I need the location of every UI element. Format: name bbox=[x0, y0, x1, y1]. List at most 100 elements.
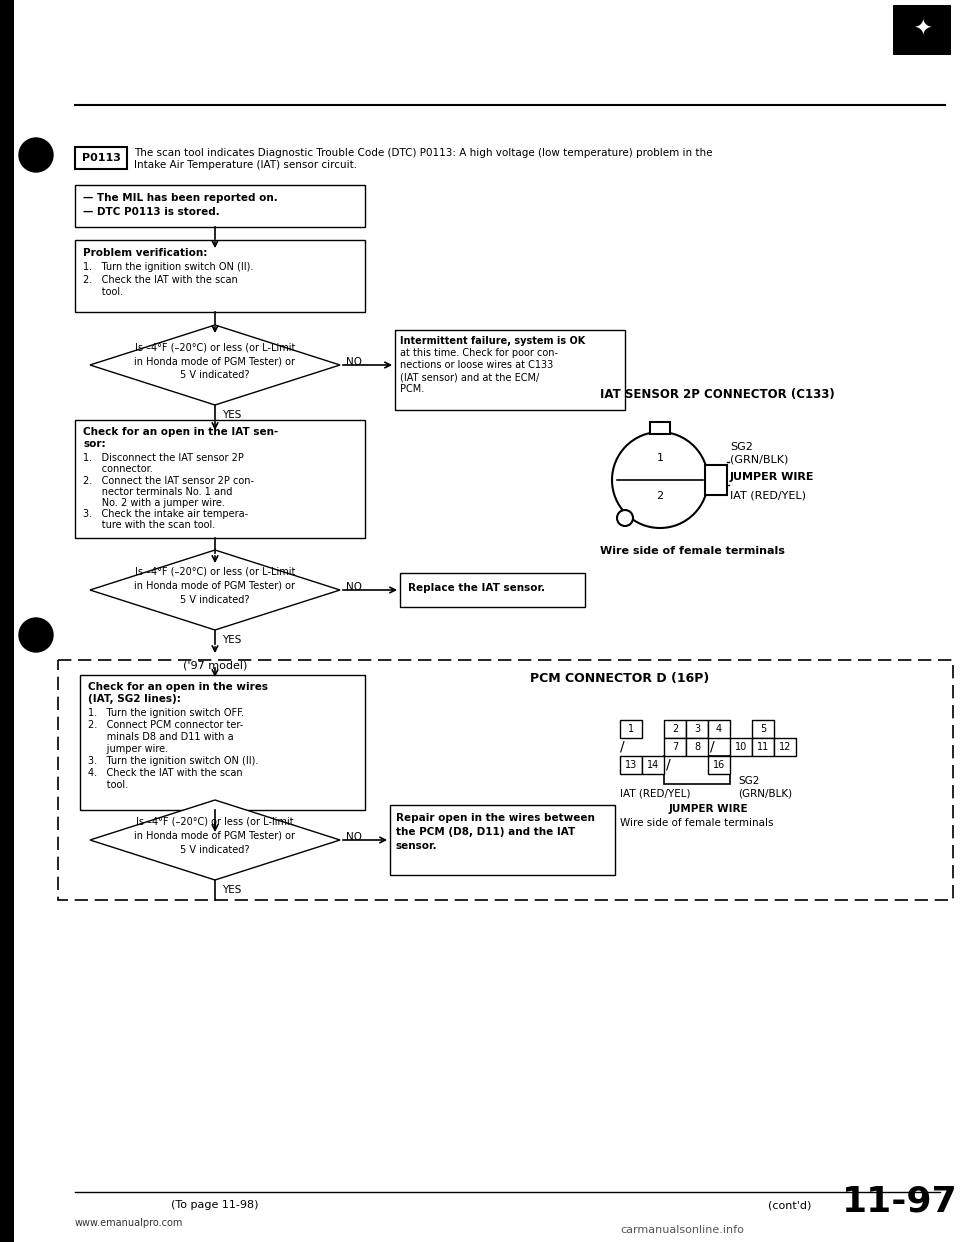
Text: (cont'd): (cont'd) bbox=[768, 1200, 812, 1210]
Bar bbox=[752, 720, 774, 738]
Text: 2.   Check the IAT with the scan: 2. Check the IAT with the scan bbox=[83, 274, 238, 284]
Circle shape bbox=[617, 510, 633, 527]
Text: 2: 2 bbox=[672, 724, 678, 734]
Text: ('97 model): ('97 model) bbox=[182, 660, 247, 669]
Text: ✦: ✦ bbox=[913, 20, 931, 40]
Text: IAT SENSOR 2P CONNECTOR (C133): IAT SENSOR 2P CONNECTOR (C133) bbox=[600, 388, 835, 401]
Text: 5 V indicated?: 5 V indicated? bbox=[180, 370, 250, 380]
Bar bbox=[708, 756, 730, 774]
Text: 3.   Turn the ignition switch ON (II).: 3. Turn the ignition switch ON (II). bbox=[88, 756, 258, 766]
Text: Replace the IAT sensor.: Replace the IAT sensor. bbox=[408, 582, 545, 592]
Text: (GRN/BLK): (GRN/BLK) bbox=[730, 455, 788, 465]
Circle shape bbox=[19, 138, 53, 171]
Bar bbox=[664, 720, 686, 738]
Text: SG2: SG2 bbox=[738, 776, 759, 786]
Text: 2.   Connect the IAT sensor 2P con-: 2. Connect the IAT sensor 2P con- bbox=[83, 476, 254, 486]
Text: 8: 8 bbox=[694, 741, 700, 751]
Circle shape bbox=[612, 432, 708, 528]
Text: /: / bbox=[620, 740, 625, 754]
Text: PCM CONNECTOR D (16P): PCM CONNECTOR D (16P) bbox=[530, 672, 709, 686]
Text: 7: 7 bbox=[672, 741, 678, 751]
Text: No. 2 with a jumper wire.: No. 2 with a jumper wire. bbox=[83, 498, 225, 508]
Text: 5 V indicated?: 5 V indicated? bbox=[180, 845, 250, 854]
Text: 11-97: 11-97 bbox=[842, 1185, 958, 1218]
Text: Problem verification:: Problem verification: bbox=[83, 248, 207, 258]
Text: NO: NO bbox=[346, 832, 362, 842]
Text: (IAT, SG2 lines):: (IAT, SG2 lines): bbox=[88, 694, 180, 704]
Text: 5 V indicated?: 5 V indicated? bbox=[180, 595, 250, 605]
Text: NO: NO bbox=[346, 582, 362, 592]
Text: YES: YES bbox=[222, 635, 241, 645]
Text: in Honda mode of PGM Tester) or: in Honda mode of PGM Tester) or bbox=[134, 356, 296, 366]
Text: Wire side of female terminals: Wire side of female terminals bbox=[620, 818, 774, 828]
Text: 1: 1 bbox=[628, 724, 634, 734]
Polygon shape bbox=[90, 550, 340, 630]
Text: ture with the scan tool.: ture with the scan tool. bbox=[83, 520, 215, 530]
Text: YES: YES bbox=[222, 410, 241, 420]
Text: tool.: tool. bbox=[83, 287, 123, 297]
Bar bbox=[752, 738, 774, 756]
Bar bbox=[75, 147, 127, 169]
Bar bbox=[774, 738, 796, 756]
Text: Check for an open in the IAT sen-: Check for an open in the IAT sen- bbox=[83, 427, 278, 437]
Bar bbox=[400, 573, 585, 607]
Text: connector.: connector. bbox=[83, 465, 153, 474]
Text: (IAT sensor) and at the ECM/: (IAT sensor) and at the ECM/ bbox=[400, 373, 540, 383]
Text: 1.   Turn the ignition switch ON (II).: 1. Turn the ignition switch ON (II). bbox=[83, 262, 253, 272]
Text: nections or loose wires at C133: nections or loose wires at C133 bbox=[400, 360, 553, 370]
Bar bbox=[730, 738, 752, 756]
Polygon shape bbox=[90, 800, 340, 881]
Text: Wire side of female terminals: Wire side of female terminals bbox=[600, 546, 785, 556]
Text: jumper wire.: jumper wire. bbox=[88, 744, 168, 754]
Bar bbox=[664, 738, 686, 756]
Text: YES: YES bbox=[222, 886, 241, 895]
Text: 3.   Check the intake air tempera-: 3. Check the intake air tempera- bbox=[83, 509, 248, 519]
Bar bbox=[390, 805, 615, 876]
Text: PCM.: PCM. bbox=[400, 384, 424, 394]
Text: 3: 3 bbox=[694, 724, 700, 734]
Text: IAT (RED/YEL): IAT (RED/YEL) bbox=[620, 787, 690, 799]
Text: JUMPER WIRE: JUMPER WIRE bbox=[669, 804, 749, 814]
Text: 2: 2 bbox=[657, 491, 663, 501]
Bar bbox=[75, 240, 365, 312]
Bar bbox=[80, 674, 365, 810]
Text: Check for an open in the wires: Check for an open in the wires bbox=[88, 682, 268, 692]
Bar bbox=[686, 738, 708, 756]
Text: 14: 14 bbox=[647, 760, 660, 770]
Text: tool.: tool. bbox=[88, 780, 128, 790]
Text: Is –4°F (–20°C) or less (or L-Limit: Is –4°F (–20°C) or less (or L-Limit bbox=[134, 342, 295, 351]
Text: 1.   Disconnect the IAT sensor 2P: 1. Disconnect the IAT sensor 2P bbox=[83, 453, 244, 463]
Bar bbox=[664, 756, 730, 784]
Bar bbox=[708, 720, 730, 738]
Text: 1: 1 bbox=[657, 453, 663, 463]
Text: at this time. Check for poor con-: at this time. Check for poor con- bbox=[400, 348, 558, 358]
Text: (To page 11-98): (To page 11-98) bbox=[171, 1200, 259, 1210]
Text: JUMPER WIRE: JUMPER WIRE bbox=[730, 472, 814, 482]
Bar bbox=[642, 756, 664, 774]
Text: P0113: P0113 bbox=[82, 153, 120, 163]
Text: 4.   Check the IAT with the scan: 4. Check the IAT with the scan bbox=[88, 768, 243, 777]
Text: Is –4°F (–20°C) or less (or L-Limit: Is –4°F (–20°C) or less (or L-Limit bbox=[134, 568, 295, 578]
Bar bbox=[650, 422, 670, 433]
Text: 10: 10 bbox=[734, 741, 747, 751]
Text: /: / bbox=[710, 740, 714, 754]
Bar bbox=[75, 420, 365, 538]
Bar bbox=[686, 720, 708, 738]
Text: — DTC P0113 is stored.: — DTC P0113 is stored. bbox=[83, 207, 220, 217]
Text: the PCM (D8, D11) and the IAT: the PCM (D8, D11) and the IAT bbox=[396, 827, 575, 837]
Bar bbox=[395, 330, 625, 410]
Text: 1.   Turn the ignition switch OFF.: 1. Turn the ignition switch OFF. bbox=[88, 708, 244, 718]
Bar bbox=[75, 185, 365, 227]
Text: IAT (RED/YEL): IAT (RED/YEL) bbox=[730, 491, 806, 501]
Text: 5: 5 bbox=[760, 724, 766, 734]
Text: 4: 4 bbox=[716, 724, 722, 734]
Text: NO: NO bbox=[346, 356, 362, 366]
Text: minals D8 and D11 with a: minals D8 and D11 with a bbox=[88, 732, 233, 741]
Text: 12: 12 bbox=[779, 741, 791, 751]
Bar bbox=[893, 5, 951, 55]
Bar bbox=[58, 660, 953, 900]
Text: 13: 13 bbox=[625, 760, 637, 770]
Text: Intake Air Temperature (IAT) sensor circuit.: Intake Air Temperature (IAT) sensor circ… bbox=[134, 160, 357, 170]
Text: — The MIL has been reported on.: — The MIL has been reported on. bbox=[83, 193, 277, 202]
Text: nector terminals No. 1 and: nector terminals No. 1 and bbox=[83, 487, 232, 497]
